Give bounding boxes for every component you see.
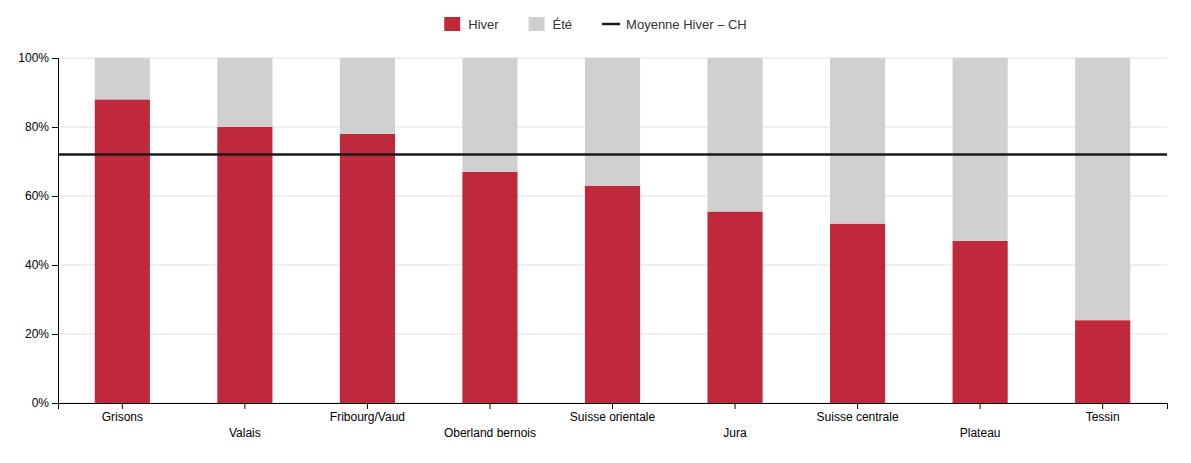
tick: Suisse orientale (570, 403, 656, 424)
bar (585, 58, 640, 186)
tick-mark (52, 58, 58, 59)
tick-mark (1102, 403, 1103, 409)
bar (95, 99, 150, 403)
bar (217, 127, 272, 403)
tick-label: Suisse centrale (817, 410, 899, 424)
bar (217, 58, 272, 127)
tick-mark (244, 403, 245, 409)
bar (830, 224, 885, 403)
tick-label: Suisse orientale (570, 410, 656, 424)
tick-label: Jura (723, 426, 747, 440)
tick: 40% (25, 258, 58, 272)
tick-mark (489, 403, 490, 409)
bar (1075, 58, 1130, 320)
plot: 0% 20% 40% 60% 80% 100% Grisons Valais Fribourg/… (18, 51, 1167, 440)
tick-label: 40% (25, 258, 49, 272)
bar (953, 58, 1008, 241)
axis-line (52, 59, 59, 404)
tick-label: Grisons (102, 410, 143, 424)
tick: Plateau (960, 403, 1001, 440)
tick-mark (735, 403, 736, 409)
tick-mark (857, 403, 858, 409)
tick-mark (52, 127, 58, 128)
grid (58, 58, 1167, 403)
tick-label: 60% (25, 189, 49, 203)
tick: Suisse centrale (817, 403, 899, 424)
tick: Fribourg/Vaud (330, 403, 405, 424)
tick: Tessin (1086, 403, 1120, 424)
tick-label: Plateau (960, 426, 1001, 440)
marks (58, 58, 1167, 403)
tick: Jura (723, 403, 747, 440)
bar (340, 134, 395, 403)
bar (340, 58, 395, 134)
legend-label: Moyenne Hiver – CH (626, 17, 747, 32)
tick-mark (980, 403, 981, 409)
tick-mark (52, 334, 58, 335)
tick-label: 80% (25, 120, 49, 134)
tick: 0% (32, 396, 58, 410)
reference-line (58, 153, 1167, 156)
tick-mark (52, 403, 58, 404)
bar (830, 58, 885, 224)
legend-item: Hiver (444, 17, 499, 32)
tick: 100% (18, 51, 58, 65)
x-axis: Grisons Valais Fribourg/Vaud Oberland berno… (59, 403, 1168, 440)
tick-mark (52, 265, 58, 266)
legend-label: Hiver (468, 17, 499, 32)
legend-label: Été (553, 17, 573, 32)
tick: Oberland bernois (444, 403, 536, 440)
tick-label: Oberland bernois (444, 426, 536, 440)
tick-label: 20% (25, 327, 49, 341)
legend-item: Été (529, 17, 573, 32)
tick-mark (122, 403, 123, 409)
tick: 20% (25, 327, 58, 341)
y-axis: 0% 20% 40% 60% 80% 100% (18, 51, 58, 410)
bar (95, 58, 150, 99)
chart-container: 0% 20% 40% 60% 80% 100% Grisons Valais Fribourg/… (0, 0, 1191, 463)
tick: Valais (229, 403, 261, 440)
tick-mark (52, 196, 58, 197)
bar (707, 212, 762, 403)
legend-swatch (602, 23, 620, 26)
bar (585, 186, 640, 403)
legend-swatch (529, 17, 545, 31)
tick-mark (367, 403, 368, 409)
bar (1075, 320, 1130, 403)
tick-label: Valais (229, 426, 261, 440)
tick: 80% (25, 120, 58, 134)
tick-label: 0% (32, 396, 50, 410)
tick-label: 100% (18, 51, 49, 65)
legend-item: Moyenne Hiver – CH (602, 17, 747, 32)
legend: Hiver Été Moyenne Hiver – CH (444, 17, 747, 32)
bar-series (95, 58, 1130, 320)
tick-mark (612, 403, 613, 409)
bar (462, 172, 517, 403)
axis-line (59, 404, 1168, 410)
tick: Grisons (102, 403, 143, 424)
tick: 60% (25, 189, 58, 203)
tick-label: Tessin (1086, 410, 1120, 424)
tick-label: Fribourg/Vaud (330, 410, 405, 424)
chart: 0% 20% 40% 60% 80% 100% Grisons Valais Fribourg/… (0, 0, 1191, 463)
bar (953, 241, 1008, 403)
legend-swatch (444, 17, 460, 31)
bar (707, 58, 762, 212)
